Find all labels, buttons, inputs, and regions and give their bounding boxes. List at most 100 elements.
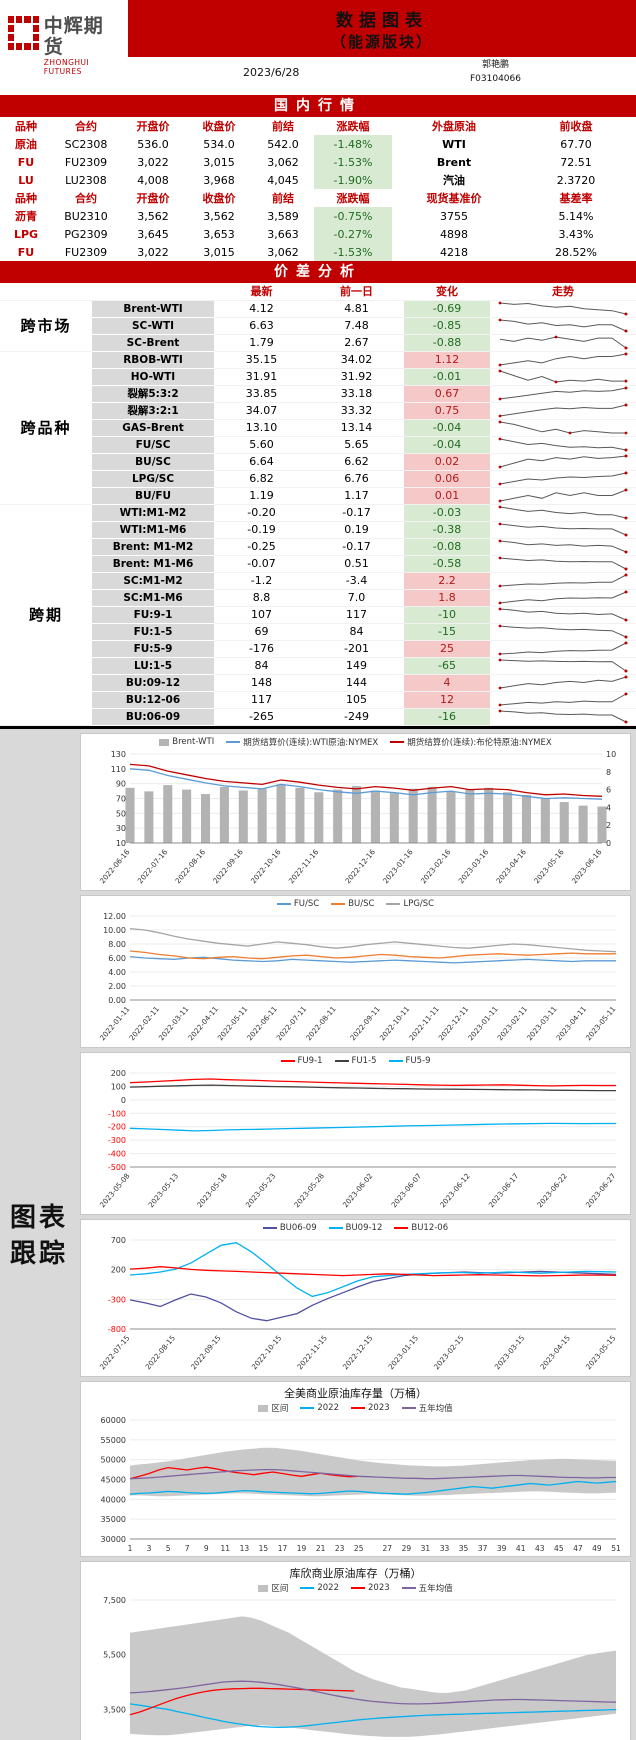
column-header: 最新 [250,285,273,299]
spread-name: 裂解3:2:1 [92,402,214,420]
spread-latest: 1.79 [249,336,274,349]
svg-text:2022-12-15: 2022-12-15 [340,1333,374,1371]
table-cell: 3,968 [203,173,235,187]
trend-sparkline [498,437,628,452]
legend-label: 2022 [317,1403,339,1413]
table-cell: 4218 [440,245,468,259]
legend-item: LPG/SC [386,899,434,909]
table-cell: SC2308 [64,137,108,151]
spread-name: SC-Brent [92,334,214,352]
spread-previous: 33.18 [340,387,373,400]
legend-line-icon [328,1227,343,1229]
svg-text:13: 13 [239,1544,249,1553]
svg-text:70: 70 [115,794,125,803]
chart-us-crude-inventory: 全美商业原油库存量（万桶） 区间 2022 2023 五年均值 60000 55000 500… [80,1380,631,1557]
spread-change: 2.2 [404,572,490,589]
spread-row: 裂解5:3:2 33.85 33.18 0.67 [0,385,636,403]
legend-label: LPG/SC [403,899,435,909]
svg-text:7: 7 [184,1544,189,1553]
legend-item: BU09-12 [328,1223,382,1233]
table-cell: 28.52% [555,245,597,259]
table-row: 原油 SC2308 536.0 534.0 542.0 -1.48% WTI 67.70 [0,135,636,153]
spread-previous: 144 [346,676,367,689]
chart-cushing-crude-inventory: 库欣商业原油库存（万桶） 区间 2022 2023 五年均值 7,500 5,500 3,50… [80,1560,631,1740]
legend-item: 2022 [300,1583,339,1593]
spread-latest: -176 [249,642,274,655]
svg-text:2023-03-15: 2023-03-15 [492,1333,526,1371]
legend-line-icon [351,1587,365,1589]
legend-label: BU06-09 [279,1223,317,1233]
spread-name: BU/SC [92,453,214,471]
svg-text:-400: -400 [107,1149,125,1158]
spread-row: BU:12-06 117 105 12 [0,691,636,709]
spread-trend-cell [490,708,636,725]
spread-previous: 31.92 [340,370,373,383]
table-cell: 2.3720 [556,173,596,187]
column-header: 涨跌幅 [336,192,370,205]
spread-row: Brent: M1-M2 -0.25 -0.17 -0.08 [0,538,636,556]
report-subtitle: （能源版块） [330,33,433,51]
svg-text:-800: -800 [107,1325,125,1334]
spread-previous: -201 [344,642,369,655]
legend-label: 区间 [271,1404,289,1414]
svg-text:2022-08-11: 2022-08-11 [303,1004,337,1042]
spread-latest: 107 [251,608,272,621]
svg-text:2023-01-16: 2023-01-16 [380,847,414,885]
table-cell: 3,663 [267,227,299,241]
spread-latest: -0.25 [247,540,276,553]
table-row: FU FU2309 3,022 3,015 3,062 -1.53% 4218 28.52% [0,243,636,261]
spread-name: FU:1-5 [92,623,214,641]
svg-text:2022-09-16: 2022-09-16 [211,847,245,885]
svg-text:0: 0 [606,839,611,848]
table-cell: PG2309 [64,227,108,241]
spread-group-label: 跨期 [28,606,63,624]
spread-previous: 0.19 [344,523,369,536]
spread-change: -0.38 [404,521,490,538]
trend-sparkline [498,624,628,639]
spread-change: -16 [404,708,490,725]
svg-text:4.00: 4.00 [108,968,126,977]
table-cell: -1.90% [314,171,392,189]
spread-name: BU:09-12 [92,674,214,692]
table-cell: 5.14% [558,209,594,223]
spread-header-row: 最新 前一日 变化 走势 [0,283,636,300]
spread-change: 4 [404,674,490,691]
column-header: 前一日 [340,285,373,299]
analyst-name: 郭艳鹏 [481,60,509,70]
column-header: 基差率 [559,192,593,205]
spread-previous: 4.81 [344,302,369,315]
page-header: 中辉期货 ZHONGHUI FUTURES 数据图表 （能源版块） 2023/6… [0,0,636,95]
legend-label: 五年均值 [418,1404,453,1414]
trend-sparkline [498,709,628,724]
spread-trend-cell [490,385,636,402]
trend-sparkline [498,658,628,673]
table-cell: 542.0 [267,137,299,151]
legend-label: Brent-WTI [172,737,215,747]
table-cell: -0.75% [314,207,392,225]
spread-change: 12 [404,691,490,708]
table-cell: 3,645 [137,227,169,241]
spread-change: 25 [404,640,490,657]
spread-previous: 6.62 [344,455,369,468]
spread-trend-cell [490,436,636,453]
spread-row: WTI:M1-M6 -0.19 0.19 -0.38 [0,521,636,539]
chart-bu-calendar-spreads: BU06-09 BU09-12 BU12-06 700 200 -300 -800 2022-… [80,1218,631,1377]
legend-label: 期货结算价(连续):布伦特原油:NYMEX [407,738,552,748]
chart-fu-calendar-spreads-legend: FU9-1 FU1-5 FU5-9 [81,1055,630,1068]
table-cell: 3,015 [203,155,235,169]
svg-text:2023-05-08: 2023-05-08 [97,1171,131,1209]
spread-name: SC:M1-M6 [92,589,214,607]
spread-name: LU:1-5 [92,657,214,675]
legend-line-icon [386,903,401,905]
column-header: 走势 [552,285,574,299]
legend-item: 区间 [258,1402,288,1414]
legend-item: 五年均值 [401,1582,453,1594]
svg-text:27: 27 [382,1544,392,1553]
spread-previous: -3.4 [345,574,368,587]
svg-text:100: 100 [110,1082,125,1091]
trend-sparkline [498,454,628,469]
spread-row: FU:1-5 69 84 -15 [0,623,636,641]
spread-trend-cell [490,317,636,334]
